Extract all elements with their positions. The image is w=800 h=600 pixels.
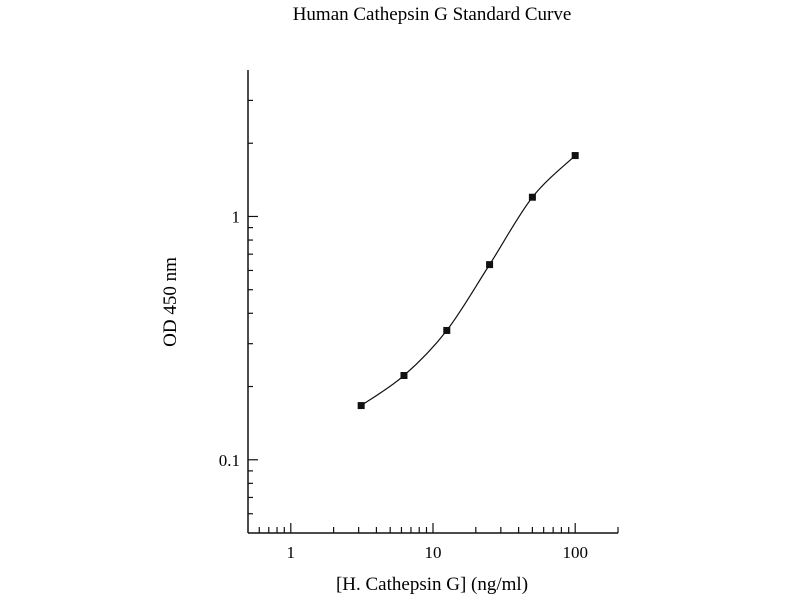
y-tick-label: 0.1 bbox=[219, 451, 240, 470]
chart-title: Human Cathepsin G Standard Curve bbox=[293, 4, 572, 25]
x-axis-label: [H. Cathepsin G] (ng/ml) bbox=[336, 574, 528, 595]
data-point bbox=[357, 402, 365, 410]
data-point bbox=[571, 152, 579, 160]
fit-curve bbox=[360, 155, 576, 407]
data-point bbox=[486, 261, 494, 269]
x-tick-label: 10 bbox=[425, 543, 442, 562]
data-point bbox=[400, 371, 408, 379]
y-axis-label: OD 450 nm bbox=[160, 257, 181, 347]
x-tick-label: 100 bbox=[562, 543, 588, 562]
data-point bbox=[443, 326, 451, 334]
x-tick-label: 1 bbox=[287, 543, 296, 562]
y-tick-label: 1 bbox=[232, 207, 241, 226]
data-point bbox=[528, 193, 536, 201]
